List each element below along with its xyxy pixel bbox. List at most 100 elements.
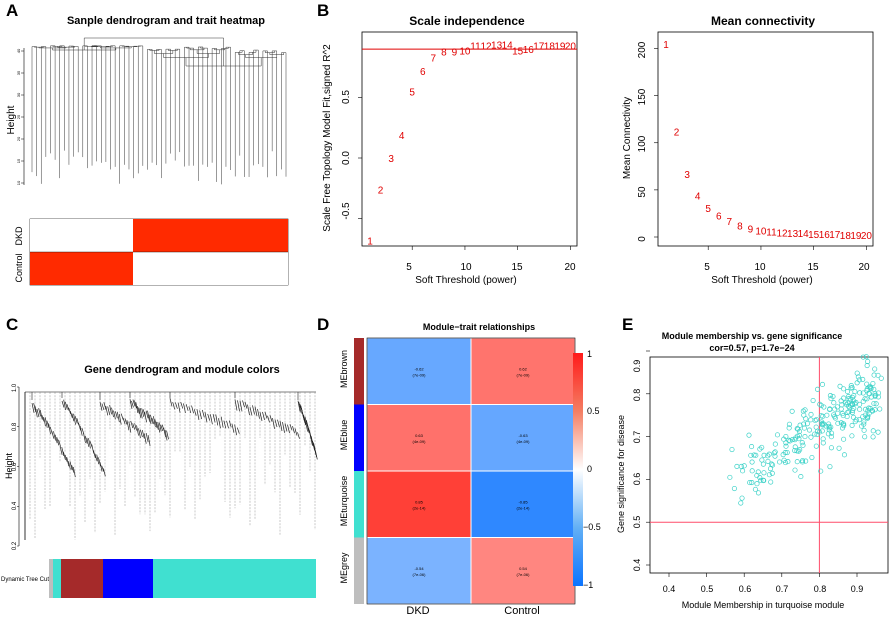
cluster-branch (136, 425, 139, 436)
b2-ytick: 200 (637, 41, 648, 58)
cell-value: (2e-14) (413, 505, 427, 510)
gene-dendrogram-yticks: 0.2 0.4 0.6 0.8 1.0 (12, 383, 18, 550)
gene-point (808, 411, 814, 418)
module-turquoise (153, 559, 316, 598)
cluster-branch (228, 420, 232, 428)
gene-point (854, 380, 860, 386)
gene-point (868, 394, 874, 400)
gene-point (781, 457, 787, 463)
cluster-branch (193, 409, 197, 416)
gene-point (844, 414, 850, 420)
cluster-branch (138, 428, 141, 439)
cluster-branch (54, 434, 58, 444)
cell-value: 0.54 (519, 566, 528, 571)
gene-point (810, 397, 816, 404)
gene-point (827, 393, 833, 399)
e-ytick: 0.8 (632, 389, 642, 402)
gene-point (865, 415, 871, 421)
mm-gs-frame (649, 356, 889, 574)
gene-point (841, 421, 847, 427)
panel-e-label: E (622, 315, 633, 334)
heatmap-cell-dkd (133, 219, 288, 252)
gene-point (877, 406, 883, 412)
gene-point (813, 424, 819, 430)
gene-point (852, 389, 858, 395)
cluster-branch (282, 421, 285, 433)
gene-point (860, 354, 866, 360)
cell-value: 0.63 (415, 433, 424, 438)
cluster-branch (139, 407, 143, 419)
power-label: 12 (480, 41, 492, 52)
legend-tick: 0.5 (587, 406, 600, 416)
cluster-branch (185, 404, 189, 411)
cluster-branch (215, 414, 219, 426)
power-label: 4 (399, 131, 405, 142)
gene-point (871, 386, 877, 392)
sample-dendrogram (31, 37, 287, 185)
gene-point (864, 363, 870, 369)
gene-point (839, 402, 845, 408)
cluster-branch (64, 454, 68, 462)
gene-point (857, 401, 863, 407)
mm-gs-yticks: 0.4 0.5 0.6 0.7 0.8 0.9 (632, 360, 642, 572)
power-label: 20 (861, 231, 873, 242)
cluster-branch (141, 408, 145, 417)
power-label: 17 (829, 230, 841, 241)
cluster-branch (48, 423, 51, 435)
module-color-swatch (354, 338, 364, 405)
cluster-branch (239, 400, 243, 412)
power-label: 4 (695, 192, 701, 203)
gene-point (821, 404, 827, 410)
gene-point (827, 406, 833, 412)
gene-point (838, 406, 844, 412)
cluster-branch (143, 433, 147, 444)
gene-point (783, 443, 789, 449)
gene-point (776, 459, 783, 465)
cluster-branch (148, 414, 152, 425)
power-label: 16 (523, 45, 535, 56)
gene-point (846, 409, 852, 415)
cluster-branch (115, 411, 118, 419)
cell-value: (7e-06) (413, 572, 427, 577)
cluster-branch (145, 410, 149, 419)
gene-point (794, 459, 800, 465)
mean-connectivity-xticks: 5 10 15 20 (704, 262, 870, 273)
color-legend-ticks: 1 0.5 0 −0.5 −1 (583, 349, 601, 590)
cluster-branch (141, 429, 145, 439)
cluster-branch (51, 431, 55, 439)
panel-b-label: B (317, 1, 329, 20)
gene-point (796, 448, 802, 454)
gene-point (848, 385, 854, 391)
power-label: 20 (565, 41, 577, 52)
gene-point (818, 468, 824, 474)
power-label: 14 (502, 40, 514, 51)
e-xtick: 0.6 (739, 584, 752, 594)
y-tick-label: 30 (16, 92, 21, 97)
y-tick-label: 15 (16, 158, 21, 163)
cell-value: -0.54 (414, 566, 424, 571)
gene-point (849, 433, 855, 439)
cluster-branch (78, 422, 81, 431)
cell-value: -0.85 (518, 499, 528, 504)
cluster-branch (66, 404, 70, 411)
cluster-branch (130, 420, 134, 429)
cluster-branch (226, 420, 229, 429)
cluster-branch (103, 468, 106, 477)
power-label: 6 (420, 67, 426, 78)
legend-tick: 0 (587, 464, 592, 474)
d-row-label: MEbrown (339, 350, 349, 388)
cluster-branch (68, 461, 71, 470)
gene-point (806, 427, 813, 433)
power-label: 13 (787, 229, 799, 240)
cluster-branch (153, 416, 156, 427)
module-trait-row-labels: MEbrown MEblue MEturquoise MEgrey (339, 350, 349, 584)
heatmap-cell-dkd-empty (30, 219, 133, 252)
cluster-branch (43, 416, 46, 427)
cluster-branch (71, 413, 75, 422)
gene-point (835, 410, 841, 416)
gene-point (758, 477, 764, 484)
c-ytick: 1.0 (12, 383, 18, 392)
gene-point (783, 433, 789, 440)
module-color-swatch (354, 404, 364, 471)
